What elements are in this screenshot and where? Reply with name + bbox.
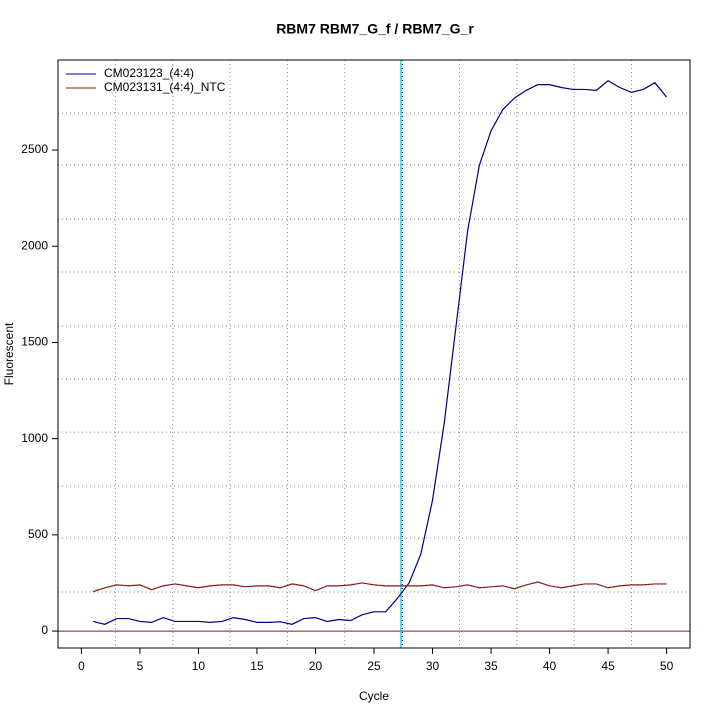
x-tick-label: 40 <box>543 659 557 673</box>
y-tick-label: 1500 <box>21 335 48 349</box>
legend-label: CM023123_(4:4) <box>104 66 194 80</box>
x-axis-label: Cycle <box>359 689 389 703</box>
y-tick-label: 2000 <box>21 238 48 252</box>
x-tick-label: 20 <box>309 659 323 673</box>
x-tick-label: 50 <box>660 659 674 673</box>
x-tick-label: 10 <box>192 659 206 673</box>
y-tick-label: 2500 <box>21 142 48 156</box>
x-tick-label: 25 <box>367 659 381 673</box>
x-tick-label: 0 <box>78 659 85 673</box>
y-tick-label: 500 <box>28 527 48 541</box>
y-tick-label: 1000 <box>21 431 48 445</box>
plot-frame <box>57 59 691 649</box>
x-tick-label: 5 <box>137 659 144 673</box>
x-tick-label: 35 <box>484 659 498 673</box>
x-tick-label: 30 <box>426 659 440 673</box>
legend-label: CM023131_(4:4)_NTC <box>104 80 226 94</box>
x-tick-label: 15 <box>250 659 264 673</box>
chart-title: RBM7 RBM7_G_f / RBM7_G_r <box>276 21 474 37</box>
y-axis-label: Fluorescent <box>2 322 16 385</box>
y-tick-label: 0 <box>41 623 48 637</box>
series-line <box>92 80 668 625</box>
series-line <box>92 581 667 593</box>
x-tick-label: 45 <box>601 659 615 673</box>
